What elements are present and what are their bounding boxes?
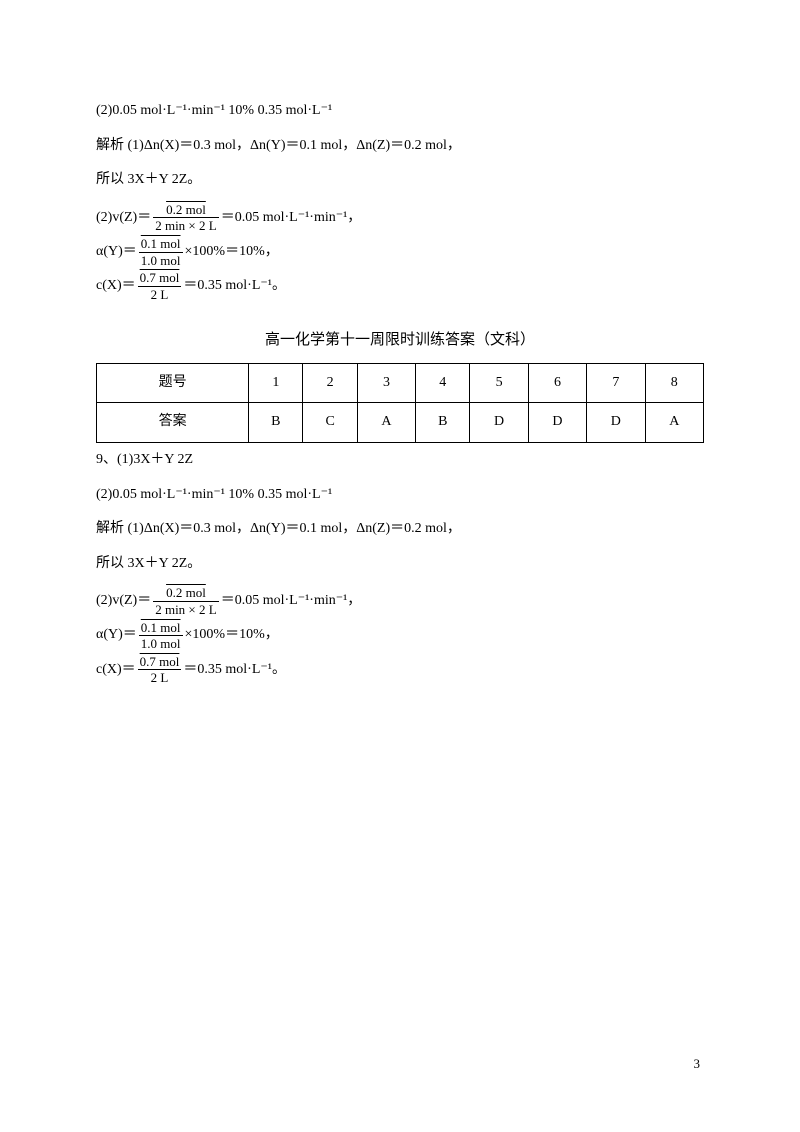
row-cell: B: [249, 403, 303, 443]
denominator: 2 L: [138, 286, 182, 303]
fraction: 0.2 mol2 min × 2 L: [153, 585, 219, 617]
row-cell: A: [357, 403, 415, 443]
numerator: 0.7 mol: [138, 654, 182, 670]
text-line: (2)0.05 mol·L⁻¹·min⁻¹ 10% 0.35 mol·L⁻¹: [96, 482, 704, 509]
row-cell: B: [416, 403, 470, 443]
equation-line: (2)v(Z)＝0.2 mol2 min × 2 L＝0.05 mol·L⁻¹·…: [96, 585, 704, 617]
eq-prefix: α(Y)＝: [96, 239, 137, 266]
row-cell: D: [587, 403, 645, 443]
eq-suffix: ＝0.05 mol·L⁻¹·min⁻¹，: [221, 205, 362, 232]
row-cell: C: [303, 403, 357, 443]
row-cell: D: [470, 403, 528, 443]
row-cell: D: [528, 403, 586, 443]
numerator: 0.2 mol: [153, 202, 219, 218]
denominator: 1.0 mol: [139, 635, 183, 652]
text-line: 解析 (1)Δn(X)＝0.3 mol，Δn(Y)＝0.1 mol，Δn(Z)＝…: [96, 133, 704, 160]
header-cell: 4: [416, 363, 470, 403]
header-cell: 5: [470, 363, 528, 403]
text-line: 解析 (1)Δn(X)＝0.3 mol，Δn(Y)＝0.1 mol，Δn(Z)＝…: [96, 516, 704, 543]
eq-suffix: ＝0.35 mol·L⁻¹。: [183, 657, 286, 684]
header-cell: 6: [528, 363, 586, 403]
row-cell: 答案: [97, 403, 249, 443]
header-cell: 8: [645, 363, 703, 403]
text-line: 所以 3X＋Y 2Z。: [96, 551, 704, 578]
fraction: 0.7 mol 2 L: [138, 654, 182, 686]
answer-table: 题号 1 2 3 4 5 6 7 8 答案 B C A B D D D A: [96, 363, 704, 443]
fraction: 0.2 mol2 min × 2 L: [153, 202, 219, 234]
fraction: 0.1 mol1.0 mol: [139, 620, 183, 652]
row-cell: A: [645, 403, 703, 443]
page-content: (2)0.05 mol·L⁻¹·min⁻¹ 10% 0.35 mol·L⁻¹ 解…: [0, 0, 800, 728]
eq-prefix: (2)v(Z)＝: [96, 588, 151, 615]
eq-prefix: c(X)＝: [96, 273, 136, 300]
denominator: 2 L: [138, 669, 182, 686]
numerator: 0.1 mol: [139, 236, 183, 252]
table-row: 答案 B C A B D D D A: [97, 403, 704, 443]
text-line: 9、(1)3X＋Y 2Z: [96, 447, 704, 474]
denominator: 2 min × 2 L: [153, 217, 219, 234]
header-cell: 题号: [97, 363, 249, 403]
header-cell: 3: [357, 363, 415, 403]
fraction: 0.7 mol 2 L: [138, 270, 182, 302]
equation-line: α(Y)＝0.1 mol1.0 mol×100%＝10%，: [96, 236, 704, 268]
section-title: 高一化学第十一周限时训练答案（文科）: [96, 326, 704, 355]
header-cell: 1: [249, 363, 303, 403]
table-header-row: 题号 1 2 3 4 5 6 7 8: [97, 363, 704, 403]
eq-suffix: ＝0.05 mol·L⁻¹·min⁻¹，: [221, 588, 362, 615]
page-number: 3: [694, 1056, 701, 1072]
fraction: 0.1 mol1.0 mol: [139, 236, 183, 268]
eq-prefix: (2)v(Z)＝: [96, 205, 151, 232]
denominator: 2 min × 2 L: [153, 601, 219, 618]
header-cell: 2: [303, 363, 357, 403]
equation-line: c(X)＝0.7 mol 2 L ＝0.35 mol·L⁻¹。: [96, 270, 704, 302]
text-line: 所以 3X＋Y 2Z。: [96, 167, 704, 194]
eq-suffix: ＝0.35 mol·L⁻¹。: [183, 273, 286, 300]
eq-prefix: c(X)＝: [96, 657, 136, 684]
equation-line: (2)v(Z)＝0.2 mol2 min × 2 L＝0.05 mol·L⁻¹·…: [96, 202, 704, 234]
equation-line: α(Y)＝0.1 mol1.0 mol×100%＝10%，: [96, 620, 704, 652]
eq-suffix: ×100%＝10%，: [185, 239, 279, 266]
eq-prefix: α(Y)＝: [96, 622, 137, 649]
header-cell: 7: [587, 363, 645, 403]
equation-line: c(X)＝0.7 mol 2 L ＝0.35 mol·L⁻¹。: [96, 654, 704, 686]
eq-suffix: ×100%＝10%，: [185, 622, 279, 649]
numerator: 0.1 mol: [139, 620, 183, 636]
text-line: (2)0.05 mol·L⁻¹·min⁻¹ 10% 0.35 mol·L⁻¹: [96, 98, 704, 125]
numerator: 0.7 mol: [138, 270, 182, 286]
numerator: 0.2 mol: [153, 585, 219, 601]
denominator: 1.0 mol: [139, 252, 183, 269]
